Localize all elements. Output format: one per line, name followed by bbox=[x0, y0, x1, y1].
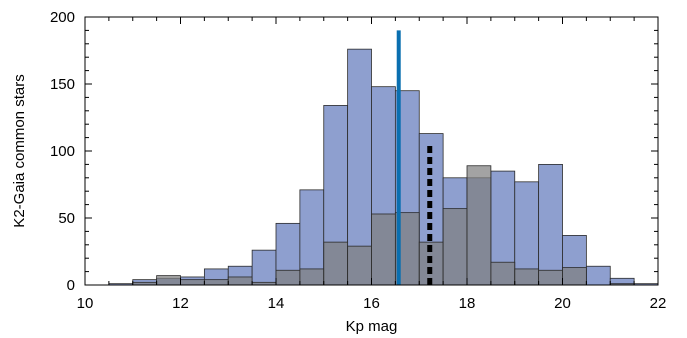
series-b-bars bbox=[132, 165, 635, 286]
y-tick-label: 150 bbox=[50, 76, 75, 93]
bar bbox=[538, 269, 563, 286]
x-tick-labels: 10 12 14 16 18 20 22 bbox=[77, 295, 667, 312]
marker-lines bbox=[396, 30, 433, 285]
x-tick-label: 10 bbox=[77, 295, 94, 312]
x-tick-label: 12 bbox=[172, 295, 189, 312]
axis-ticks bbox=[84, 16, 659, 286]
bar bbox=[538, 163, 563, 286]
bar bbox=[251, 249, 277, 286]
x-tick-label: 22 bbox=[650, 295, 667, 312]
bar bbox=[347, 245, 372, 286]
bar bbox=[490, 261, 516, 286]
bar bbox=[466, 165, 492, 286]
x-tick-label: 18 bbox=[459, 295, 476, 312]
y-tick-label: 100 bbox=[50, 143, 75, 160]
bar bbox=[227, 276, 253, 286]
bar bbox=[156, 275, 181, 286]
bar bbox=[585, 265, 611, 286]
bar bbox=[442, 208, 468, 286]
bar bbox=[371, 213, 396, 286]
x-tick-label: 20 bbox=[554, 295, 571, 312]
bar bbox=[514, 268, 540, 286]
bar bbox=[562, 267, 587, 286]
x-tick-label: 16 bbox=[363, 295, 380, 312]
y-tick-label: 0 bbox=[67, 277, 75, 294]
x-axis-label: Kp mag bbox=[346, 318, 398, 335]
bar bbox=[203, 279, 229, 286]
x-tick-label: 14 bbox=[268, 295, 285, 312]
bar bbox=[275, 269, 301, 286]
y-axis-label: K2-Gaia common stars bbox=[11, 74, 28, 227]
y-tick-labels: 0 50 100 150 200 bbox=[50, 9, 75, 294]
y-tick-label: 50 bbox=[58, 210, 75, 227]
y-tick-label: 200 bbox=[50, 9, 75, 26]
bar bbox=[299, 268, 325, 286]
bar bbox=[323, 241, 349, 286]
bar bbox=[180, 279, 205, 286]
